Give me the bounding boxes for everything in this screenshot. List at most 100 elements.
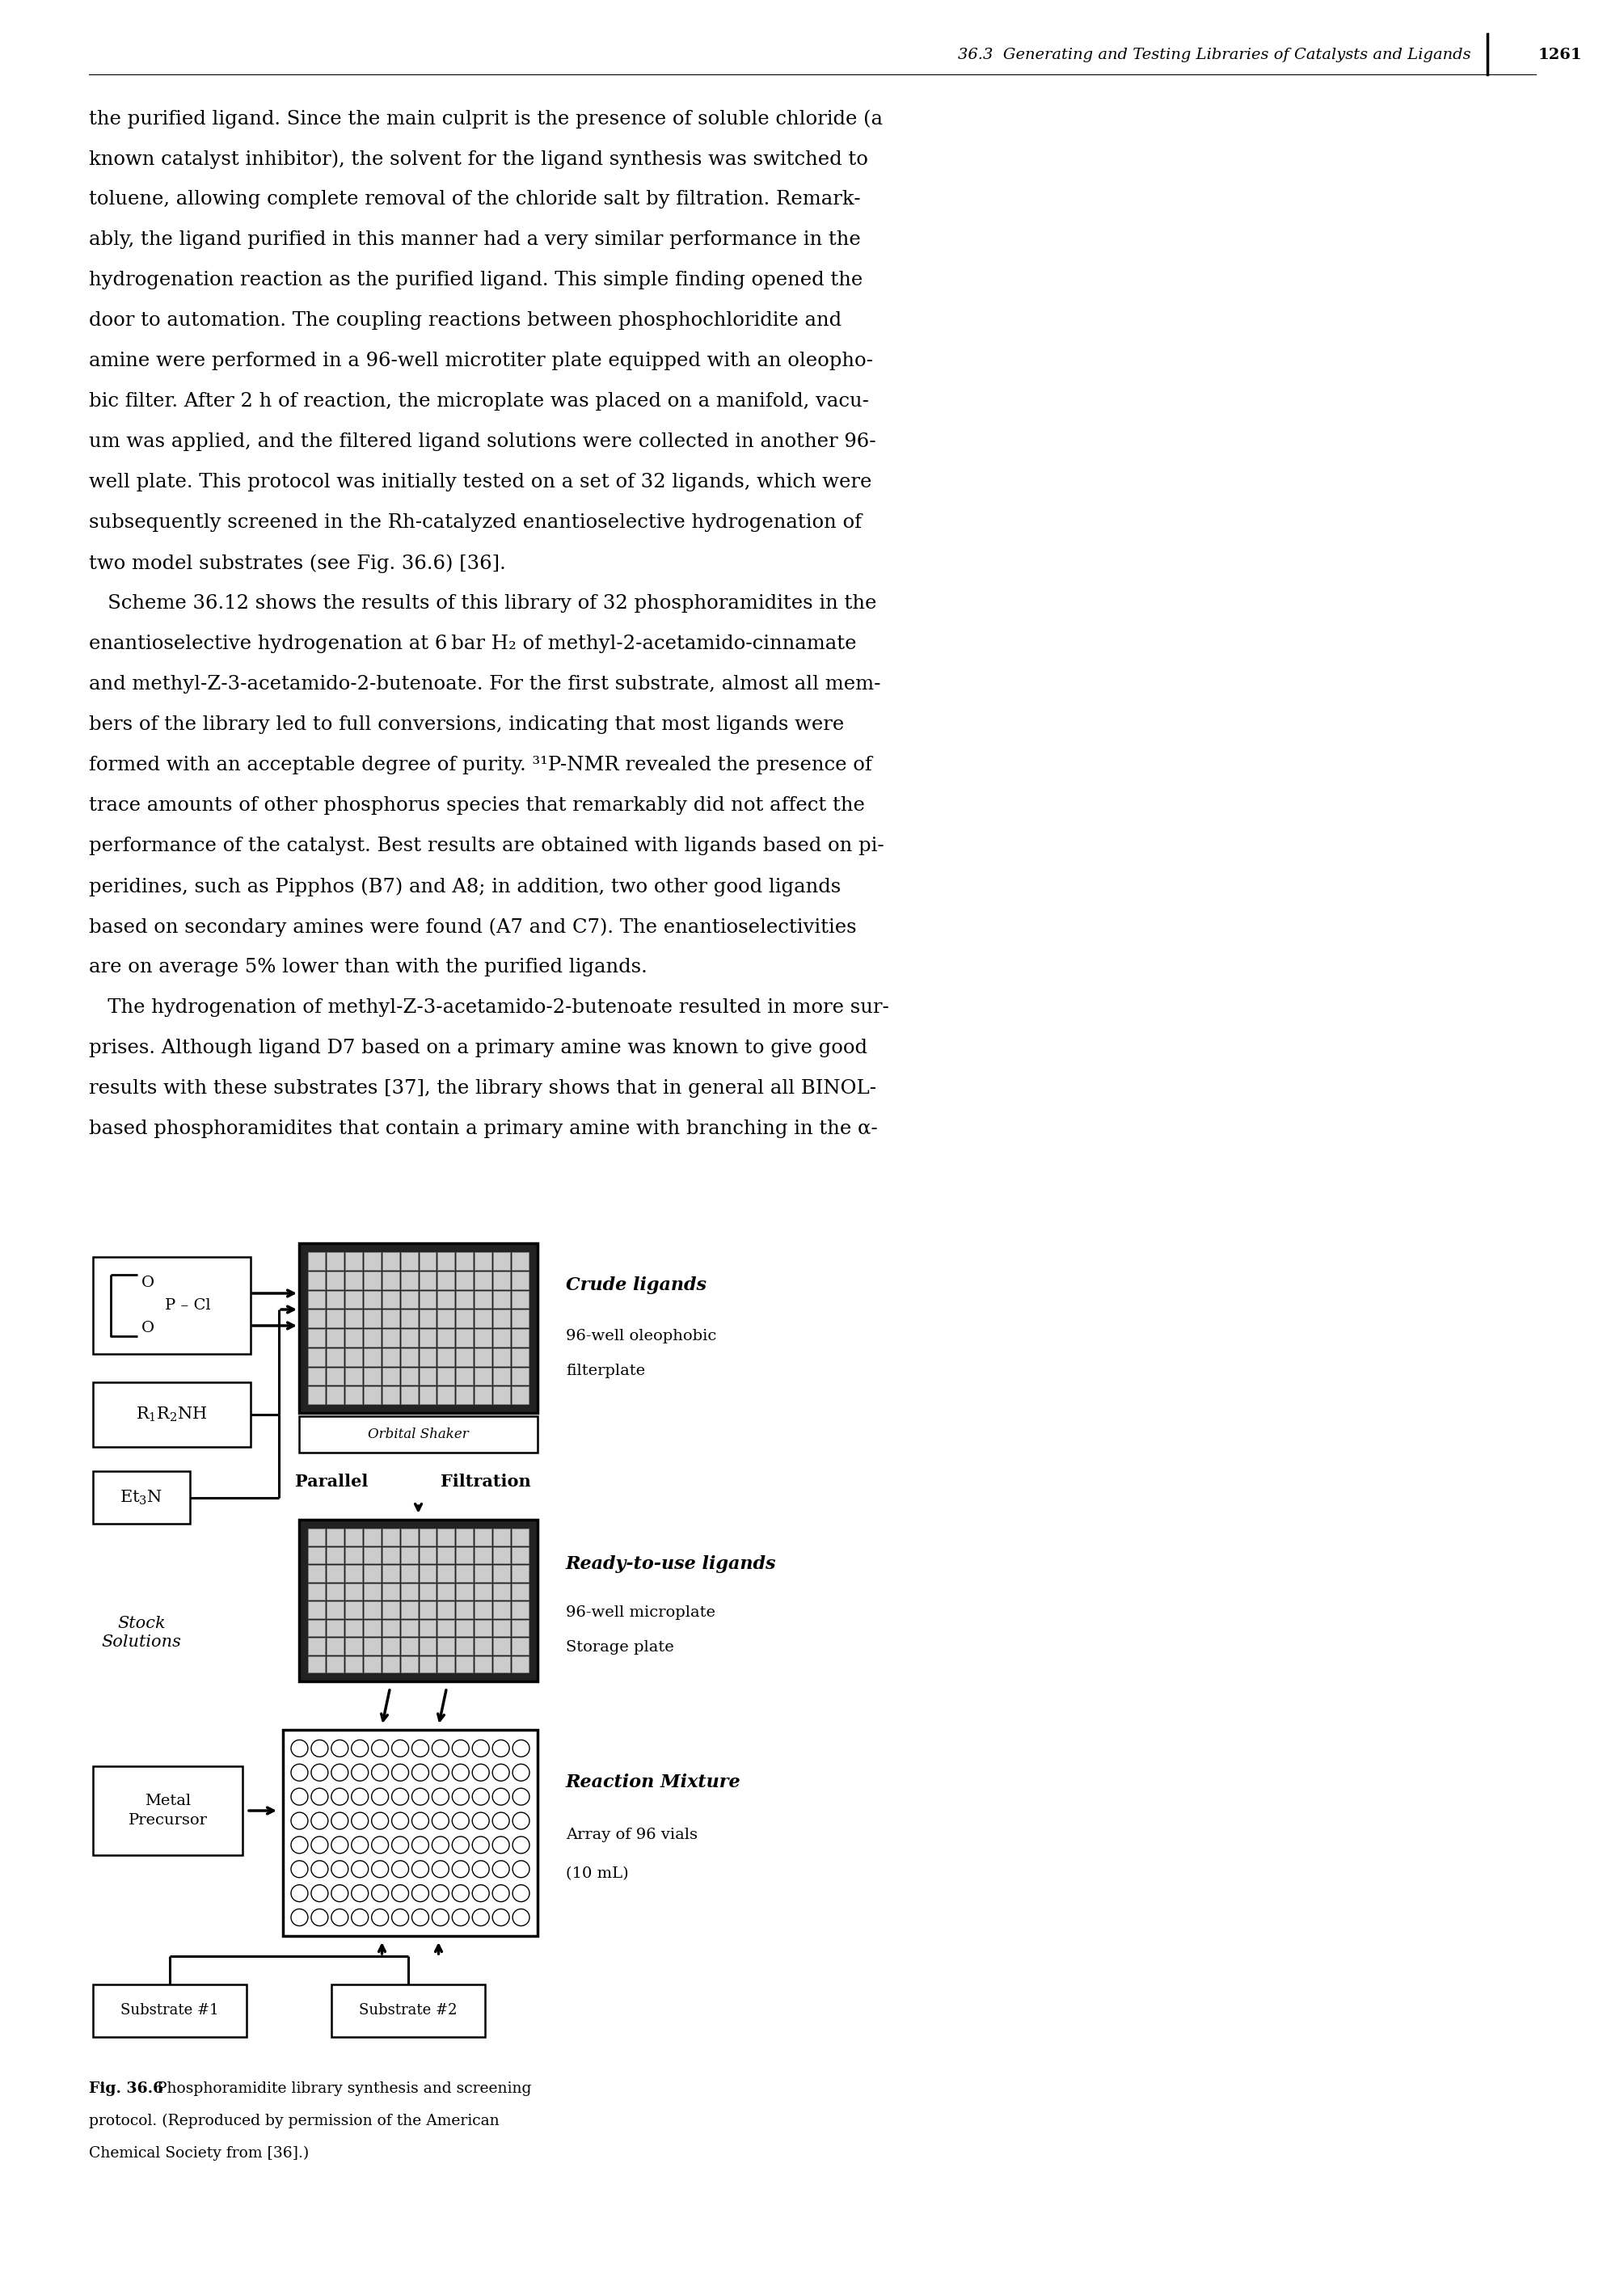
Circle shape xyxy=(372,1885,388,1901)
Circle shape xyxy=(451,1862,469,1878)
Bar xyxy=(437,1546,455,1564)
Circle shape xyxy=(351,1885,369,1901)
Bar xyxy=(512,1385,529,1404)
Circle shape xyxy=(331,1763,348,1782)
Bar xyxy=(344,1527,362,1546)
Bar xyxy=(331,1985,486,2038)
Bar xyxy=(401,1619,417,1635)
Circle shape xyxy=(291,1763,309,1782)
Text: Ready-to-use ligands: Ready-to-use ligands xyxy=(565,1555,776,1573)
Bar xyxy=(382,1546,400,1564)
Bar xyxy=(512,1582,529,1601)
Circle shape xyxy=(391,1740,409,1756)
Bar xyxy=(474,1582,492,1601)
Bar xyxy=(364,1271,380,1289)
Bar xyxy=(494,1564,510,1582)
Circle shape xyxy=(412,1862,429,1878)
Bar xyxy=(309,1656,325,1672)
Bar xyxy=(382,1637,400,1653)
Circle shape xyxy=(391,1788,409,1805)
Text: door to automation. The coupling reactions between phosphochloridite and: door to automation. The coupling reactio… xyxy=(89,311,841,330)
Bar xyxy=(474,1601,492,1617)
Bar xyxy=(382,1292,400,1308)
Bar xyxy=(437,1527,455,1546)
Circle shape xyxy=(473,1837,489,1853)
Bar xyxy=(344,1271,362,1289)
Bar xyxy=(456,1527,473,1546)
Bar xyxy=(364,1546,380,1564)
Circle shape xyxy=(432,1862,448,1878)
Bar xyxy=(283,1729,538,1935)
Bar xyxy=(494,1310,510,1328)
Text: O: O xyxy=(141,1276,154,1289)
Bar xyxy=(456,1292,473,1308)
Bar xyxy=(309,1637,325,1653)
Text: based on secondary amines were found (A7 and C7). The enantioselectivities: based on secondary amines were found (A7… xyxy=(89,918,856,937)
Circle shape xyxy=(432,1811,448,1830)
Bar xyxy=(419,1367,437,1385)
Circle shape xyxy=(412,1885,429,1901)
Circle shape xyxy=(372,1837,388,1853)
Bar xyxy=(512,1292,529,1308)
Text: Substrate #2: Substrate #2 xyxy=(359,2004,458,2017)
Text: bers of the library led to full conversions, indicating that most ligands were: bers of the library led to full conversi… xyxy=(89,714,844,735)
Bar xyxy=(382,1385,400,1404)
Bar xyxy=(419,1619,437,1635)
Text: peridines, such as Pipphos (B7) and A8; in addition, two other good ligands: peridines, such as Pipphos (B7) and A8; … xyxy=(89,877,841,895)
Bar xyxy=(364,1328,380,1347)
Circle shape xyxy=(492,1862,510,1878)
Text: 36.3  Generating and Testing Libraries of Catalysts and Ligands: 36.3 Generating and Testing Libraries of… xyxy=(958,48,1471,62)
Bar xyxy=(382,1310,400,1328)
Circle shape xyxy=(331,1811,348,1830)
Text: results with these substrates [37], the library shows that in general all BINOL-: results with these substrates [37], the … xyxy=(89,1079,877,1097)
Bar xyxy=(512,1619,529,1635)
Bar xyxy=(437,1564,455,1582)
Circle shape xyxy=(312,1788,328,1805)
Bar xyxy=(474,1292,492,1308)
Bar xyxy=(309,1367,325,1385)
Circle shape xyxy=(331,1910,348,1926)
Bar xyxy=(419,1527,437,1546)
Bar xyxy=(382,1367,400,1385)
Text: trace amounts of other phosphorus species that remarkably did not affect the: trace amounts of other phosphorus specie… xyxy=(89,797,866,815)
Bar xyxy=(512,1310,529,1328)
Bar xyxy=(326,1271,343,1289)
Bar xyxy=(474,1253,492,1269)
Circle shape xyxy=(451,1811,469,1830)
Text: two model substrates (see Fig. 36.6) [36].: two model substrates (see Fig. 36.6) [36… xyxy=(89,554,505,572)
Bar xyxy=(456,1349,473,1365)
Bar xyxy=(326,1253,343,1269)
Circle shape xyxy=(391,1910,409,1926)
Circle shape xyxy=(391,1837,409,1853)
Circle shape xyxy=(432,1740,448,1756)
Circle shape xyxy=(473,1811,489,1830)
Bar xyxy=(309,1328,325,1347)
Bar xyxy=(456,1385,473,1404)
Text: well plate. This protocol was initially tested on a set of 32 ligands, which wer: well plate. This protocol was initially … xyxy=(89,472,872,492)
Bar xyxy=(437,1582,455,1601)
Circle shape xyxy=(432,1885,448,1901)
Bar xyxy=(494,1619,510,1635)
Text: P – Cl: P – Cl xyxy=(164,1298,211,1312)
Circle shape xyxy=(513,1885,529,1901)
Bar xyxy=(419,1385,437,1404)
Bar xyxy=(401,1582,417,1601)
Bar xyxy=(364,1292,380,1308)
Bar xyxy=(326,1292,343,1308)
Bar xyxy=(419,1546,437,1564)
Bar xyxy=(326,1328,343,1347)
Text: Array of 96 vials: Array of 96 vials xyxy=(565,1827,698,1841)
Bar xyxy=(512,1637,529,1653)
Circle shape xyxy=(451,1788,469,1805)
Bar xyxy=(382,1349,400,1365)
Bar xyxy=(364,1367,380,1385)
Circle shape xyxy=(291,1837,309,1853)
Bar xyxy=(494,1656,510,1672)
Circle shape xyxy=(412,1837,429,1853)
Circle shape xyxy=(513,1788,529,1805)
Bar xyxy=(512,1546,529,1564)
Bar xyxy=(344,1564,362,1582)
Text: formed with an acceptable degree of purity. ³¹P-NMR revealed the presence of: formed with an acceptable degree of puri… xyxy=(89,756,872,774)
Bar xyxy=(344,1310,362,1328)
Bar xyxy=(326,1546,343,1564)
